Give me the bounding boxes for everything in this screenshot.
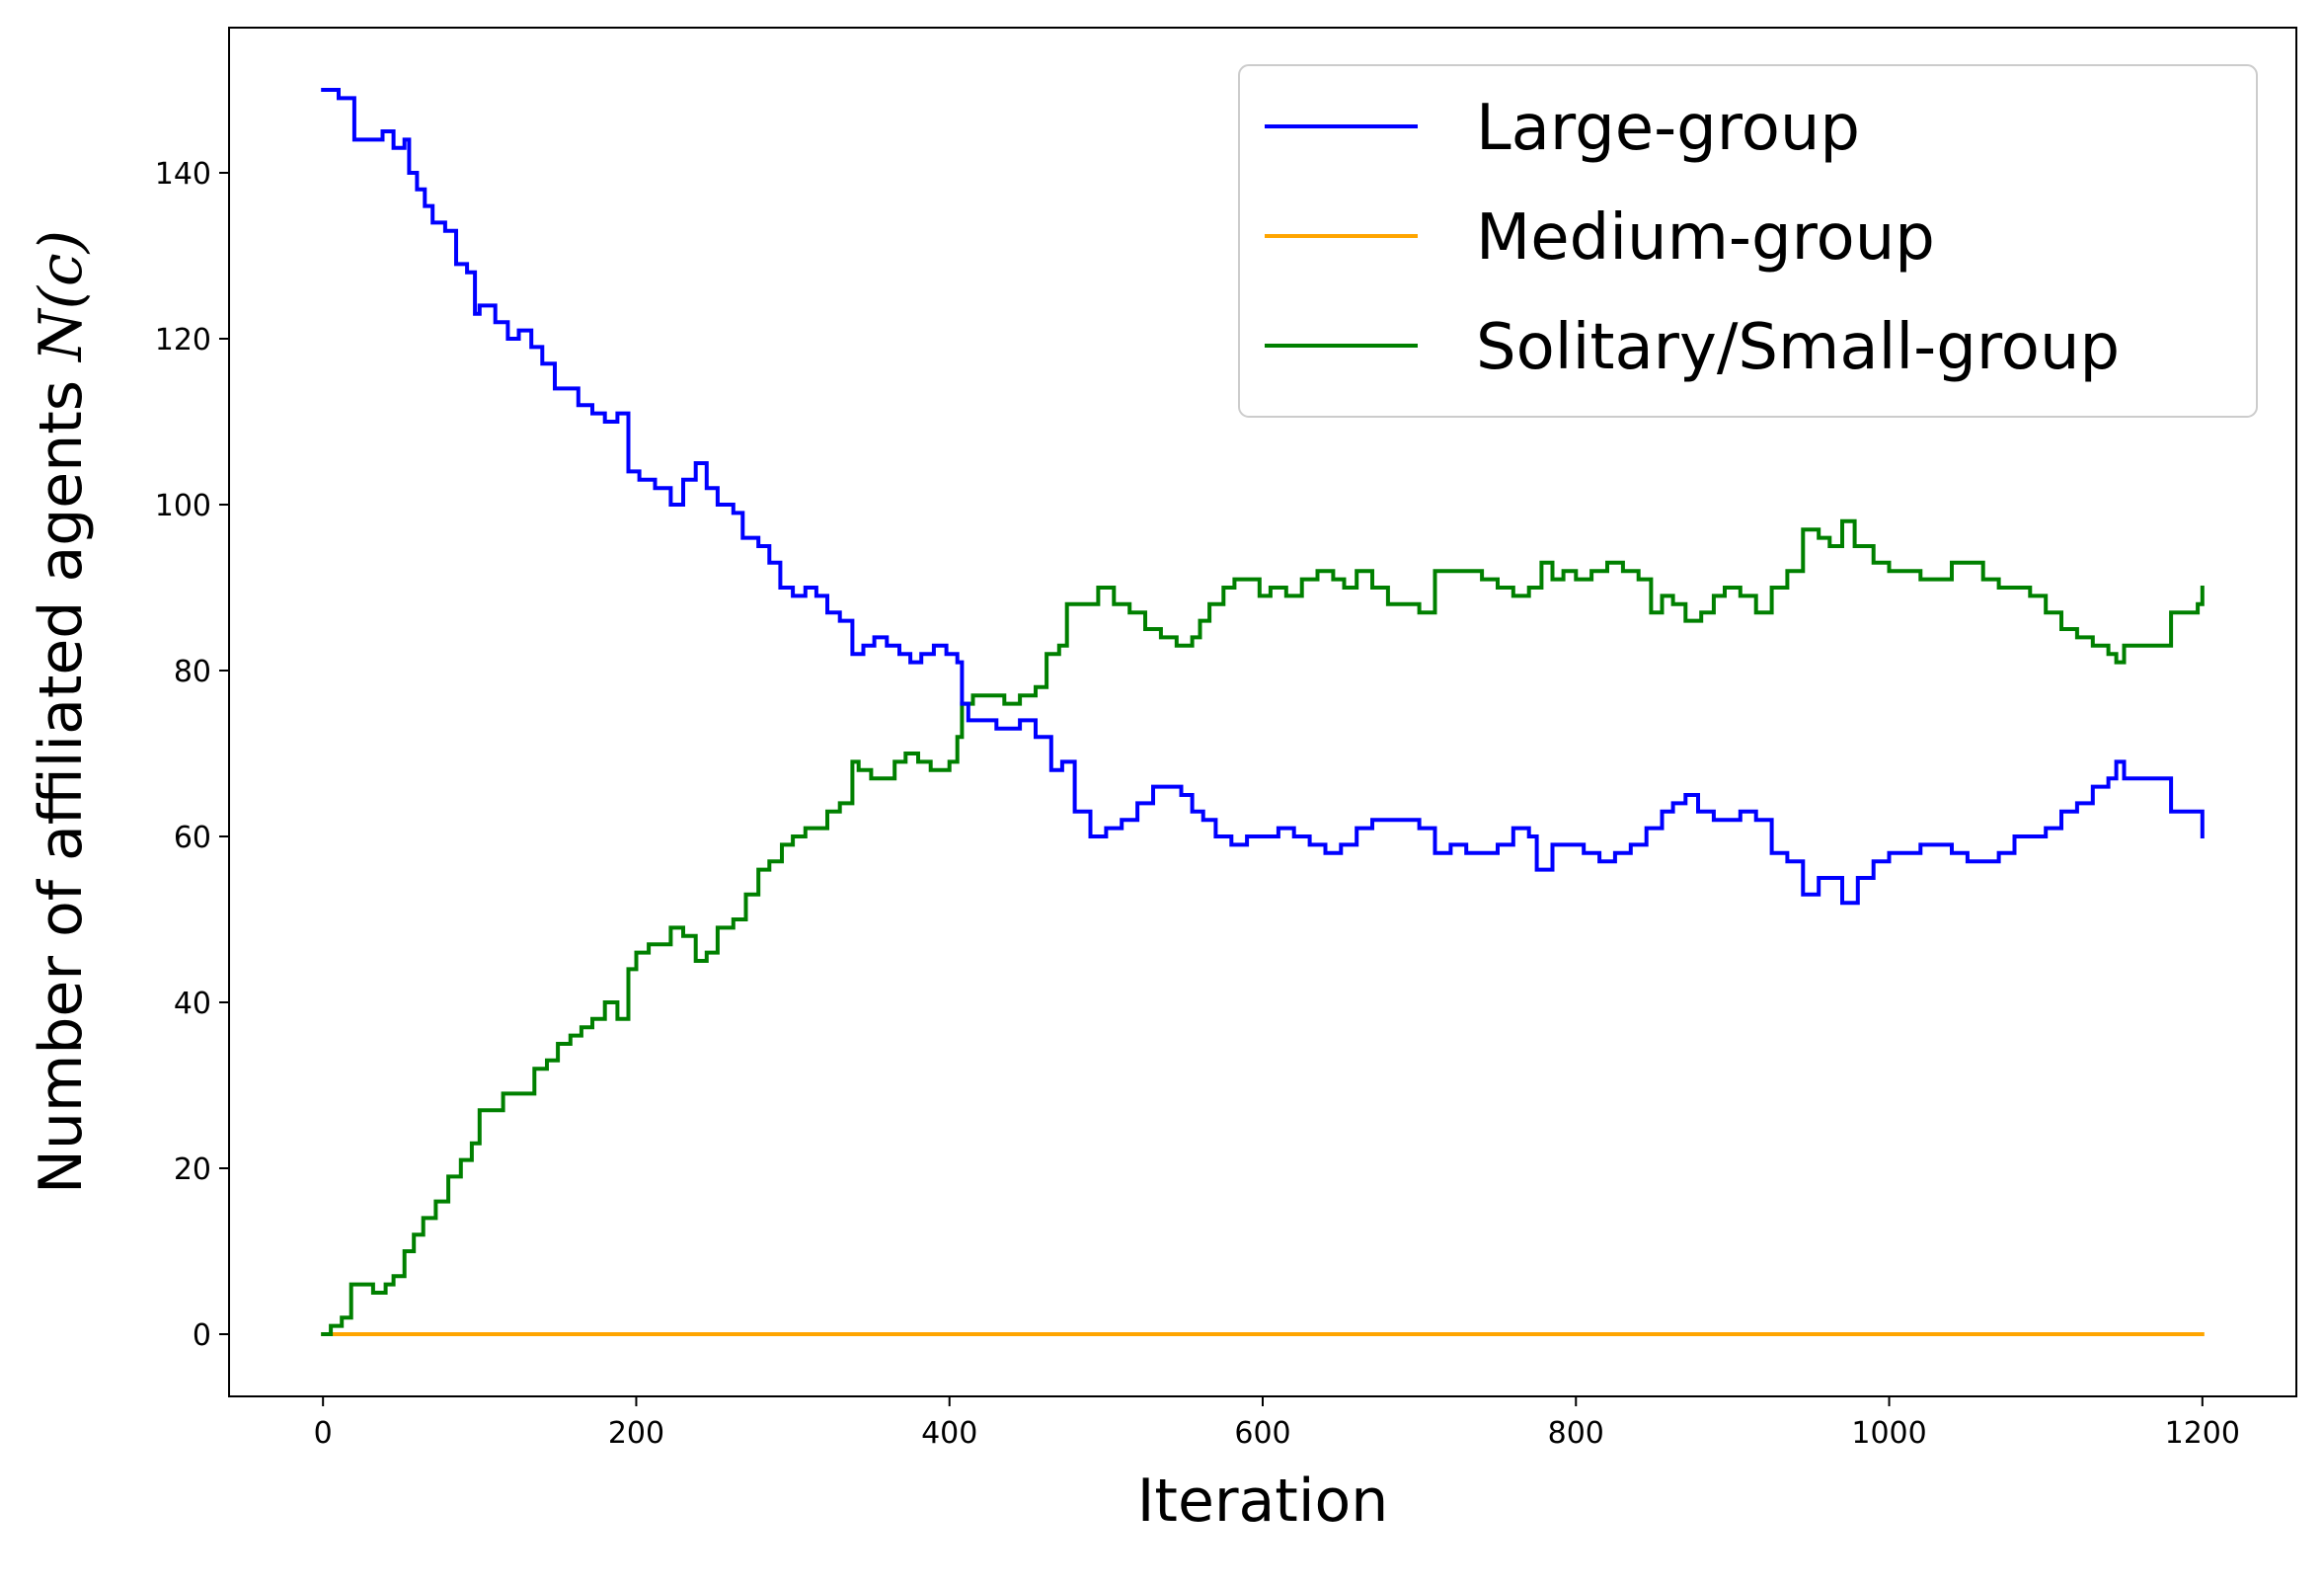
y-tick-label: 80 (174, 655, 211, 689)
series-line-solitary-small-group (321, 518, 2205, 1336)
x-tick-label: 0 (314, 1416, 333, 1451)
y-tick-label: 60 (174, 821, 211, 855)
x-tick-label: 400 (921, 1416, 977, 1451)
y-tick-label: 0 (193, 1318, 211, 1353)
legend: Large-group Medium-group Solitary/Small-gr… (1238, 64, 2258, 418)
y-tick-label: 140 (155, 157, 211, 192)
series-layer (321, 88, 2205, 1336)
x-tick-label: 1000 (1851, 1416, 1926, 1451)
y-axis-label-math: N(c) (27, 230, 96, 363)
x-tick-label: 200 (608, 1416, 664, 1451)
legend-label-medium-group: Medium-group (1476, 201, 1935, 275)
series-line-large-group (321, 88, 2205, 906)
y-axis-label-text: Number of affiliated agents (27, 361, 96, 1194)
legend-label-large-group: Large-group (1476, 92, 1860, 165)
legend-frame (1238, 64, 2258, 418)
x-tick-label: 800 (1548, 1416, 1604, 1451)
ticks-layer: 0 200 400 600 800 1000 1200 0 20 40 60 80 100 120 140 (155, 157, 2240, 1451)
y-axis-label: Number of affiliated agents N(c) (27, 230, 96, 1194)
legend-label-solitary-small-group: Solitary/Small-group (1476, 311, 2120, 384)
x-tick-label: 600 (1234, 1416, 1290, 1451)
y-tick-label: 120 (155, 323, 211, 357)
y-tick-label: 100 (155, 489, 211, 523)
y-tick-label: 40 (174, 987, 211, 1021)
x-axis-label: Iteration (1137, 1467, 1389, 1536)
x-tick-label: 1200 (2165, 1416, 2240, 1451)
y-tick-label: 20 (174, 1152, 211, 1187)
